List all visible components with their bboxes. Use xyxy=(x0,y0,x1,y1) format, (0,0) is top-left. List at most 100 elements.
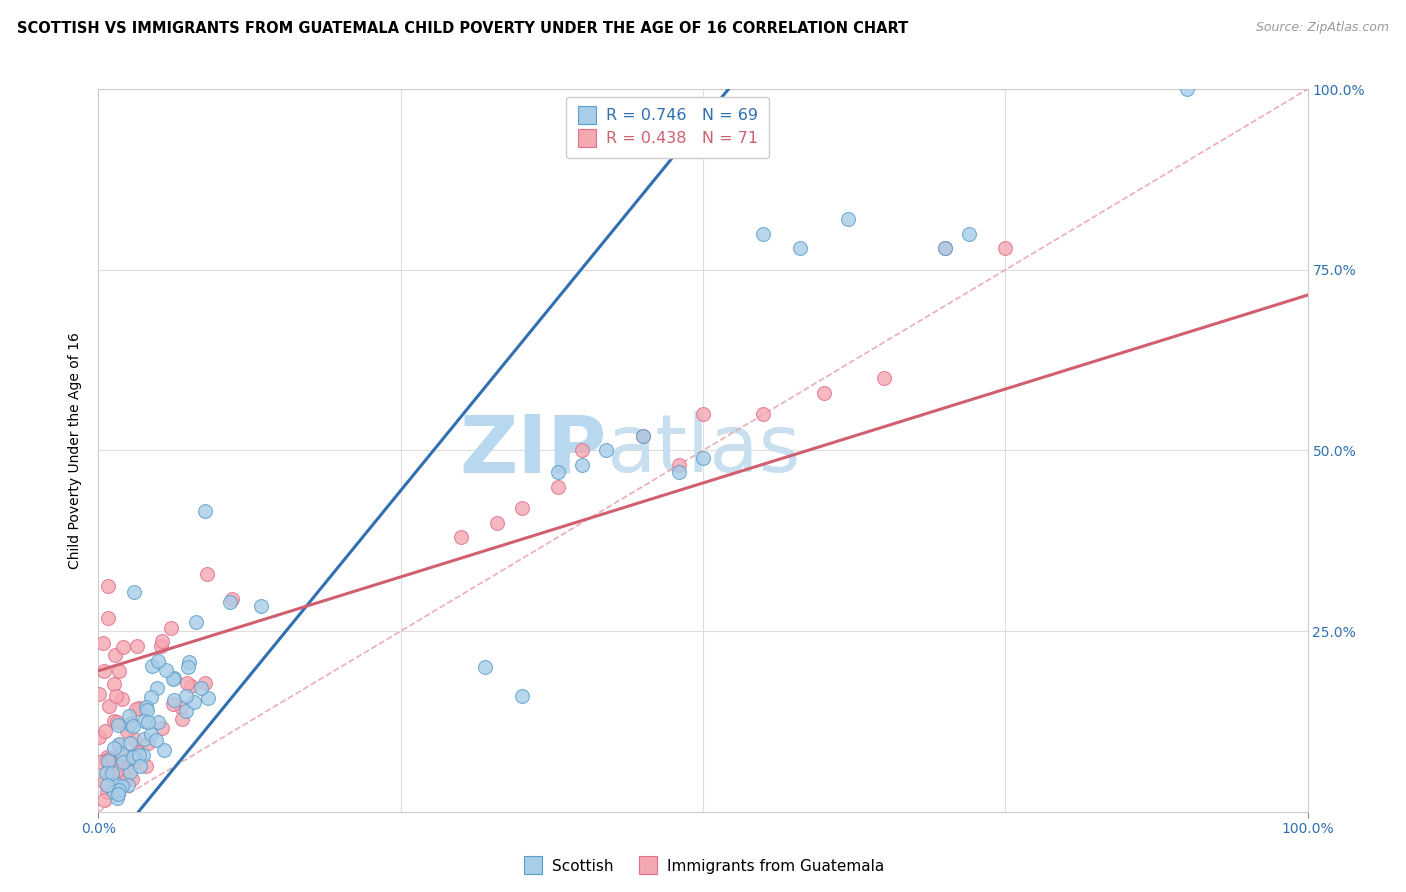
Point xyxy=(108,737,131,751)
Legend: Scottish, Immigrants from Guatemala: Scottish, Immigrants from Guatemala xyxy=(516,853,890,880)
Point xyxy=(94,753,117,767)
Text: Source: ZipAtlas.com: Source: ZipAtlas.com xyxy=(1256,21,1389,34)
Point xyxy=(197,690,219,705)
Point xyxy=(631,429,654,443)
Point xyxy=(692,407,714,421)
Point xyxy=(97,579,120,593)
Point xyxy=(118,736,141,750)
Point xyxy=(97,611,120,625)
Point xyxy=(122,732,145,747)
Point xyxy=(108,664,131,678)
Point xyxy=(789,241,811,255)
Point xyxy=(87,730,110,744)
Point xyxy=(162,672,184,686)
Point xyxy=(118,709,141,723)
Point xyxy=(194,675,217,690)
Point xyxy=(813,385,835,400)
Point xyxy=(837,212,859,227)
Point xyxy=(103,677,125,691)
Point xyxy=(97,754,120,768)
Point xyxy=(571,443,593,458)
Point xyxy=(100,766,122,780)
Point xyxy=(135,759,157,773)
Point xyxy=(103,714,125,729)
Point xyxy=(153,743,176,757)
Point xyxy=(174,704,197,718)
Point xyxy=(170,699,193,714)
Point xyxy=(132,748,155,763)
Point xyxy=(107,718,129,732)
Point xyxy=(172,712,194,726)
Point xyxy=(108,745,131,759)
Point xyxy=(122,719,145,733)
Point xyxy=(91,636,114,650)
Point xyxy=(112,767,135,781)
Point xyxy=(127,640,149,654)
Point xyxy=(94,723,117,738)
Point xyxy=(163,671,186,685)
Point xyxy=(127,745,149,759)
Point xyxy=(136,703,159,717)
Point xyxy=(180,679,202,693)
Point xyxy=(177,656,200,670)
Point xyxy=(994,241,1017,255)
Point xyxy=(105,756,128,770)
Point xyxy=(221,592,243,607)
Point xyxy=(148,714,170,729)
Point xyxy=(94,765,117,780)
Point xyxy=(105,790,128,805)
Point xyxy=(108,739,131,753)
Point xyxy=(692,450,714,465)
Point xyxy=(120,716,142,731)
Point xyxy=(97,752,120,766)
Point xyxy=(162,698,184,712)
Point xyxy=(176,659,198,673)
Point xyxy=(97,698,120,713)
Point xyxy=(138,736,160,750)
Point xyxy=(1175,82,1198,96)
Point xyxy=(115,724,138,739)
Point xyxy=(121,750,143,764)
Point xyxy=(194,504,217,518)
Point xyxy=(121,772,143,786)
Point xyxy=(190,681,212,695)
Point xyxy=(510,689,533,703)
Point xyxy=(752,407,775,421)
Point xyxy=(139,690,162,704)
Point xyxy=(128,700,150,714)
Point xyxy=(510,501,533,516)
Point xyxy=(121,756,143,771)
Point xyxy=(631,429,654,443)
Point xyxy=(547,480,569,494)
Point xyxy=(176,676,198,690)
Point xyxy=(183,695,205,709)
Point xyxy=(96,750,118,764)
Point xyxy=(150,634,173,648)
Point xyxy=(450,530,472,544)
Point xyxy=(186,615,208,630)
Text: ZIP: ZIP xyxy=(458,411,606,490)
Point xyxy=(122,749,145,764)
Point xyxy=(112,755,135,769)
Point xyxy=(146,681,169,695)
Point xyxy=(135,700,157,714)
Point xyxy=(125,702,148,716)
Point xyxy=(105,689,128,703)
Text: atlas: atlas xyxy=(606,411,800,490)
Point xyxy=(873,371,896,385)
Point xyxy=(595,443,617,458)
Point xyxy=(89,755,111,769)
Point xyxy=(148,655,170,669)
Point xyxy=(127,746,149,760)
Point xyxy=(111,779,134,793)
Point xyxy=(174,690,197,704)
Point xyxy=(105,777,128,791)
Point xyxy=(118,717,141,731)
Point xyxy=(752,227,775,241)
Point xyxy=(136,714,159,729)
Point xyxy=(118,764,141,779)
Point xyxy=(114,774,136,789)
Point xyxy=(111,640,134,655)
Point xyxy=(934,241,956,255)
Point xyxy=(150,639,173,653)
